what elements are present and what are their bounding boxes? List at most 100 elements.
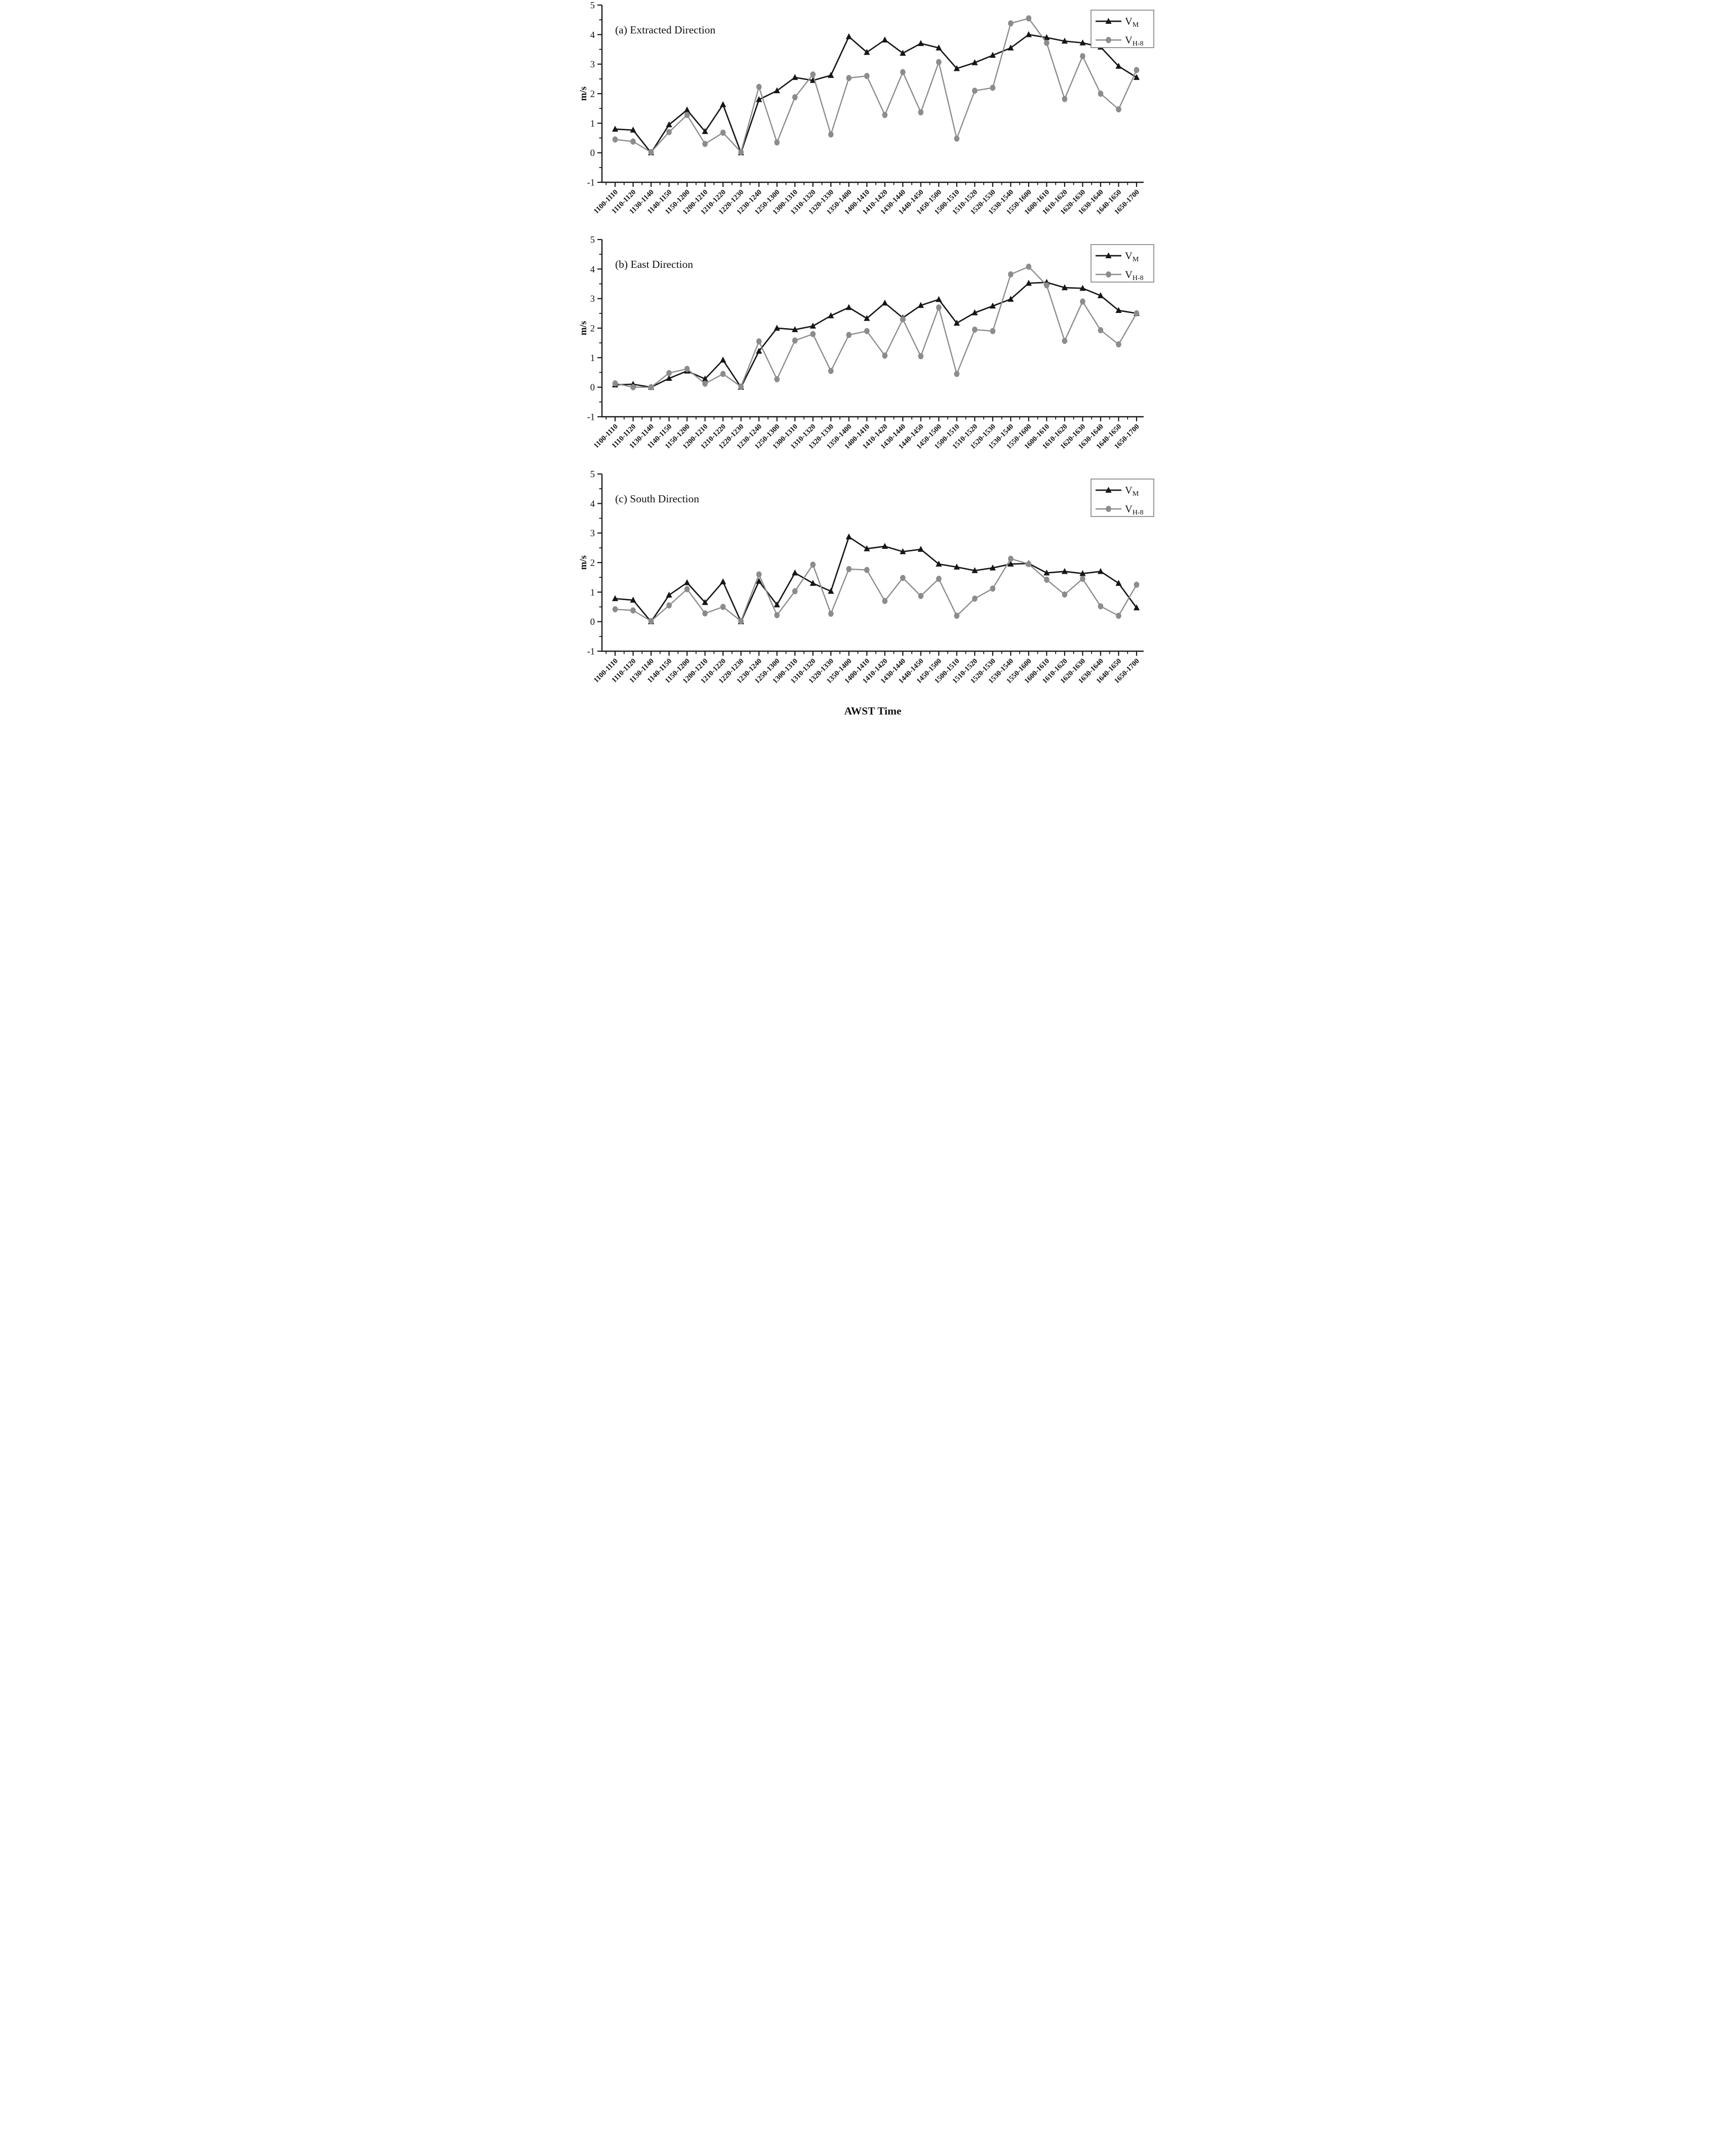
y-tick-label: 3 <box>590 294 595 304</box>
x-axis-title: AWST Time <box>844 705 902 717</box>
circle-marker-vh8 <box>774 612 780 618</box>
chart-svg-c: -10123451100-11101110-11201130-11401140-… <box>578 470 1154 717</box>
triangle-marker-vm <box>630 126 636 133</box>
circle-marker-vh8 <box>1098 90 1104 97</box>
triangle-marker-vm <box>702 128 708 134</box>
triangle-marker-legend-vm <box>1105 252 1112 258</box>
circle-marker-vh8 <box>1062 337 1068 344</box>
circle-marker-vh8 <box>990 328 996 334</box>
triangle-marker-vm <box>756 347 762 354</box>
triangle-marker-vm <box>828 72 834 78</box>
circle-marker-vh8 <box>864 328 870 334</box>
triangle-marker-vm <box>792 74 798 80</box>
circle-marker-vh8 <box>1008 555 1014 562</box>
circle-marker-vh8 <box>990 85 996 91</box>
circle-marker-vh8 <box>828 131 834 138</box>
y-tick-label: -1 <box>587 178 595 188</box>
triangle-marker-vm <box>1025 31 1032 37</box>
chart-panel-south-direction: -1 0 1 2 3 4 5 1100-1110 1110-1120 1130-1140 1140-… <box>578 469 1157 721</box>
circle-marker-vh8 <box>1080 53 1085 60</box>
circle-marker-vh8 <box>882 352 888 359</box>
circle-marker-vh8 <box>900 575 906 581</box>
triangle-marker-vm <box>1061 37 1068 44</box>
triangle-marker-vm <box>953 65 960 71</box>
triangle-marker-vm <box>774 601 780 608</box>
chart-panel-extracted-direction: -1 0 1 2 3 4 5 1100-1110 1110-1120 1130-1140 1140-… <box>578 0 1157 234</box>
triangle-marker-vm <box>774 325 780 331</box>
circle-marker-legend-vh8 <box>1106 36 1111 44</box>
circle-marker-vh8 <box>1116 341 1121 348</box>
circle-marker-vh8 <box>846 74 852 82</box>
circle-marker-vh8 <box>666 129 672 135</box>
y-tick-label: 2 <box>590 559 595 569</box>
circle-marker-vh8 <box>738 383 744 390</box>
triangle-marker-vm <box>989 302 996 309</box>
circle-marker-vh8 <box>882 111 888 118</box>
circle-marker-vh8 <box>1026 263 1032 270</box>
triangle-marker-vm <box>1043 569 1050 576</box>
y-tick-label: 3 <box>590 60 595 70</box>
triangle-marker-vm <box>683 579 691 585</box>
triangle-marker-vm <box>1115 307 1122 313</box>
circle-marker-vh8 <box>1134 67 1140 73</box>
y-tick-label: 1 <box>590 353 595 364</box>
circle-marker-vh8 <box>1044 282 1049 289</box>
triangle-marker-vm <box>953 320 960 326</box>
triangle-marker-vm <box>936 296 942 302</box>
circle-marker-vh8 <box>1134 581 1140 588</box>
chart-panel-east-direction: -1 0 1 2 3 4 5 1100-1110 1110-1120 1130-1140 1140-… <box>578 234 1157 469</box>
circle-marker-legend-vh8 <box>1106 505 1111 512</box>
circle-marker-vh8 <box>792 94 798 101</box>
chart-svg-a: -10123451100-11101110-11201130-11401140-… <box>578 1 1154 216</box>
circle-marker-vh8 <box>738 618 744 624</box>
circle-marker-vh8 <box>864 72 870 80</box>
circle-marker-vh8 <box>918 353 924 360</box>
circle-marker-vh8 <box>900 316 906 323</box>
circle-marker-vh8 <box>846 566 852 572</box>
circle-marker-vh8 <box>954 612 960 619</box>
triangle-marker-vm <box>1097 568 1104 574</box>
triangle-marker-vm <box>720 356 726 363</box>
triangle-marker-vm <box>864 314 870 321</box>
legend-box <box>1091 479 1154 517</box>
triangle-marker-vm <box>828 312 834 319</box>
triangle-marker-vm <box>989 52 996 58</box>
y-tick-label: 2 <box>590 324 595 334</box>
legend-box <box>1091 10 1154 48</box>
circle-marker-vh8 <box>1026 561 1032 568</box>
circle-marker-vh8 <box>864 567 870 573</box>
circle-marker-vh8 <box>882 598 888 604</box>
triangle-marker-vm <box>612 595 619 602</box>
triangle-marker-legend-vm <box>1105 487 1112 493</box>
triangle-marker-vm <box>972 309 978 315</box>
triangle-marker-vm <box>1133 74 1140 80</box>
circle-marker-vh8 <box>810 561 816 568</box>
triangle-marker-vm <box>828 587 834 594</box>
circle-marker-vh8 <box>630 384 636 390</box>
circle-marker-vh8 <box>936 304 942 311</box>
triangle-marker-vm <box>1133 604 1140 611</box>
circle-marker-vh8 <box>936 59 942 65</box>
chart-svg-b: -10123451100-11101110-11201130-11401140-… <box>578 235 1154 451</box>
triangle-marker-vm <box>1007 296 1014 302</box>
circle-marker-vh8 <box>792 588 798 594</box>
circle-marker-vh8 <box>738 149 744 155</box>
circle-marker-vh8 <box>684 586 690 592</box>
circle-marker-vh8 <box>1008 271 1014 277</box>
y-tick-label: 5 <box>590 235 595 246</box>
circle-marker-vh8 <box>1044 576 1049 583</box>
series-vh8-line <box>615 18 1138 153</box>
triangle-marker-vm <box>702 599 708 605</box>
y-tick-label: -1 <box>587 647 595 657</box>
circle-marker-vh8 <box>720 129 726 136</box>
circle-marker-vh8 <box>954 371 960 377</box>
circle-marker-vh8 <box>720 371 726 377</box>
triangle-marker-vm <box>1007 561 1014 567</box>
series-vh8-line <box>615 266 1138 388</box>
triangle-marker-vm <box>845 304 852 310</box>
y-tick-label: 2 <box>590 90 595 100</box>
triangle-marker-vm <box>756 577 762 584</box>
circle-marker-vh8 <box>972 326 978 333</box>
triangle-marker-vm <box>845 533 852 540</box>
circle-marker-vh8 <box>612 606 618 613</box>
